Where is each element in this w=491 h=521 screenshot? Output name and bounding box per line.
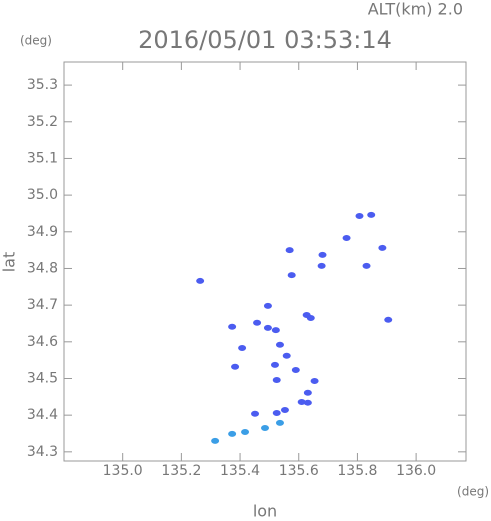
echo-point [261,424,269,431]
echo-point [303,389,312,396]
x-tick-label: 135.0 [103,463,143,479]
echo-point [362,262,371,269]
echo-point [317,262,326,269]
y-tick-label: 35.2 [27,114,58,130]
y-tick-label: 34.9 [27,224,58,240]
echo-point [303,399,312,406]
echo-point [287,272,296,279]
echo-point [384,316,393,323]
echo-point [263,302,272,309]
echo-point [280,407,289,414]
echo-point [211,437,220,444]
echo-point [275,341,284,348]
echo-point [310,378,319,385]
y-tick-label: 34.8 [27,260,58,276]
echo-point [342,235,351,242]
echo-point [297,398,306,405]
plot-frame [63,61,467,462]
echo-point [378,244,387,251]
y-unit: (deg) [20,34,52,48]
echo-point [253,319,262,326]
x-tick-label: 136.0 [396,463,436,479]
x-tick-label: 135.6 [279,463,319,479]
echo-point [318,251,327,258]
echo-point [238,345,247,352]
echo-point [291,367,300,374]
echo-point [241,429,250,436]
y-tick-label: 35.3 [27,77,58,93]
echo-point [275,419,284,426]
echo-point [263,324,272,331]
y-tick-label: 34.3 [27,444,58,460]
y-tick-label: 34.4 [27,407,58,423]
echo-point [282,352,291,359]
echo-point [228,430,237,437]
echo-point [306,314,315,321]
x-unit: (deg) [457,485,489,499]
echo-point [270,361,279,368]
y-tick-label: 35.1 [27,150,58,166]
x-tick-label: 135.8 [337,463,377,479]
echo-point [285,247,294,254]
echo-point [271,327,280,334]
y-tick-label: 34.7 [27,297,58,313]
chart-title: 2016/05/01 03:53:14 [138,26,392,54]
echo-point [228,323,237,330]
echo-point [367,211,376,218]
echo-point [355,213,364,220]
x-tick-label: 135.2 [161,463,201,479]
y-axis-label: lat [0,252,19,273]
y-tick-label: 35.0 [27,187,58,203]
altitude-label: ALT(km) 2.0 [368,0,463,19]
echo-point [272,409,281,416]
echo-point [196,277,205,284]
y-tick-label: 34.6 [27,334,58,350]
echo-point [272,376,281,383]
y-tick-label: 34.5 [27,370,58,386]
x-tick-label: 135.4 [220,463,260,479]
x-axis-label: lon [253,502,277,521]
echo-point [251,410,260,417]
echo-point [231,363,240,370]
